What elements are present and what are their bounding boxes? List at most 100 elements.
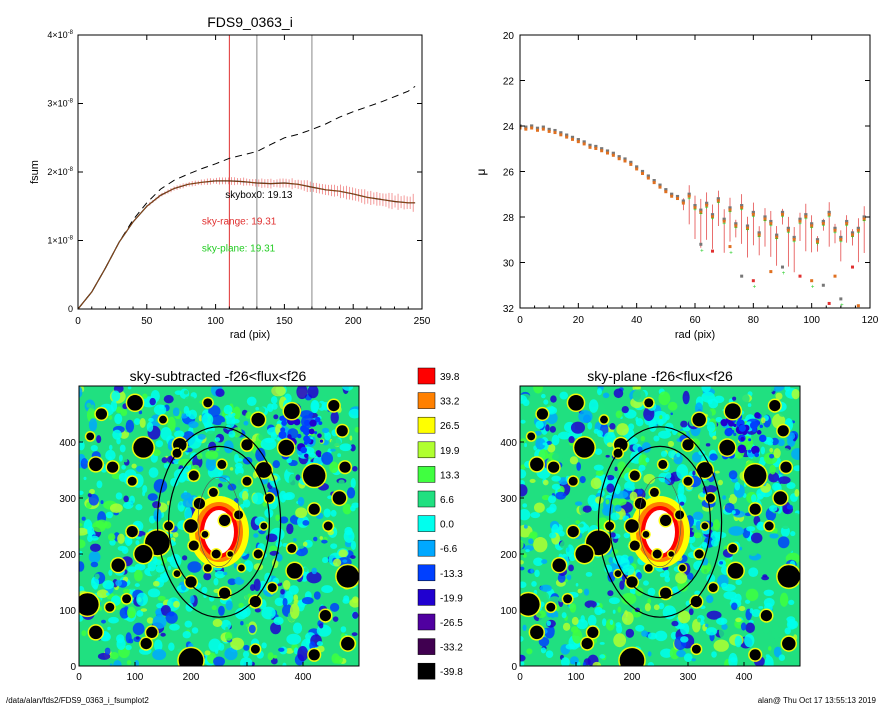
grey-point (559, 131, 563, 135)
colorbar-label: -39.8 (440, 667, 463, 678)
plot2-ylabel: μ (474, 168, 488, 175)
masked-source (728, 543, 738, 553)
noise-blob (289, 603, 300, 619)
noise-blob (127, 566, 137, 573)
noise-blob (87, 534, 93, 543)
outlier-point (821, 283, 825, 287)
noise-blob (321, 427, 330, 434)
noise-blob (340, 626, 347, 633)
colorbar-swatch (417, 613, 436, 631)
grey-point (547, 127, 551, 132)
noise-blob (303, 567, 308, 573)
orange-point (670, 194, 674, 198)
img2-title: sky-plane -f26<flux<f26 (587, 368, 733, 384)
noise-blob (330, 543, 338, 549)
masked-source (86, 432, 95, 441)
outlier-point (769, 270, 773, 274)
noise-blob (182, 498, 194, 508)
dark-noise-blob (293, 418, 301, 426)
noise-blob (121, 465, 126, 470)
grey-point (687, 192, 691, 196)
noise-blob (188, 434, 202, 449)
noise-blob (761, 417, 766, 424)
noise-blob (167, 416, 176, 432)
noise-blob (184, 506, 193, 521)
noise-blob (520, 654, 526, 662)
noise-blob (520, 484, 528, 497)
noise-blob (717, 479, 724, 486)
dark-noise-blob (297, 433, 302, 439)
noise-blob (644, 603, 651, 612)
noise-blob (783, 619, 788, 625)
grey-point (535, 126, 540, 130)
noise-blob (205, 450, 219, 460)
noise-blob (152, 501, 161, 509)
y-tick-label: 200 (59, 550, 76, 561)
noise-blob (79, 386, 83, 398)
noise-blob (134, 563, 146, 571)
noise-blob (319, 623, 324, 629)
noise-blob (606, 442, 614, 448)
noise-blob (701, 391, 715, 403)
noise-blob (313, 518, 319, 523)
x-tick-label: 100 (803, 315, 820, 326)
grey-point (710, 213, 715, 217)
noise-blob (106, 592, 110, 596)
noise-blob (773, 637, 781, 642)
noise-blob (635, 624, 645, 632)
noise-blob (605, 454, 610, 458)
noise-blob (108, 569, 113, 576)
orange-point (792, 237, 796, 241)
noise-blob (81, 516, 86, 521)
noise-blob (691, 658, 696, 662)
noise-blob (210, 414, 226, 426)
noise-blob (719, 561, 724, 565)
noise-blob (722, 495, 727, 500)
y-tick-label: 26 (503, 168, 515, 179)
noise-blob (670, 412, 673, 416)
colorbar-swatch (417, 638, 436, 655)
noise-blob (203, 572, 212, 581)
masked-source (278, 439, 295, 456)
noise-blob (211, 605, 217, 611)
noise-blob (658, 391, 671, 406)
masked-source (134, 545, 153, 563)
noise-blob (667, 401, 678, 411)
noise-blob (198, 415, 203, 422)
noise-blob (562, 622, 571, 631)
noise-blob (188, 409, 198, 420)
noise-blob (253, 533, 259, 538)
noise-blob (220, 619, 232, 631)
noise-blob (107, 533, 116, 541)
dashed-total-flux-line (78, 85, 416, 309)
x-tick-label: 300 (239, 672, 256, 683)
masked-source (219, 514, 231, 527)
colorbar-swatch (417, 662, 436, 680)
green-outlier: + (729, 251, 733, 257)
masked-source (283, 403, 300, 420)
orange-point (571, 137, 574, 141)
noise-blob (566, 574, 572, 581)
noise-blob (316, 624, 332, 637)
noise-blob (166, 556, 173, 563)
noise-blob (638, 454, 648, 468)
noise-blob (570, 421, 586, 434)
masked-source (548, 461, 560, 473)
noise-blob (658, 430, 672, 439)
masked-source (255, 462, 272, 478)
orange-point (658, 185, 662, 189)
grey-point (600, 147, 604, 151)
noise-blob (302, 520, 310, 526)
y-tick-label: 24 (503, 122, 515, 133)
noise-blob (109, 503, 123, 513)
noise-blob (267, 403, 274, 413)
masked-source (675, 510, 685, 520)
noise-blob (148, 417, 154, 422)
green-outlier: + (700, 248, 704, 254)
noise-blob (104, 647, 111, 655)
noise-blob (583, 588, 590, 596)
noise-blob (592, 661, 602, 666)
noise-blob (607, 590, 614, 597)
colorbar-label: 19.9 (440, 446, 460, 457)
noise-blob (673, 453, 683, 465)
